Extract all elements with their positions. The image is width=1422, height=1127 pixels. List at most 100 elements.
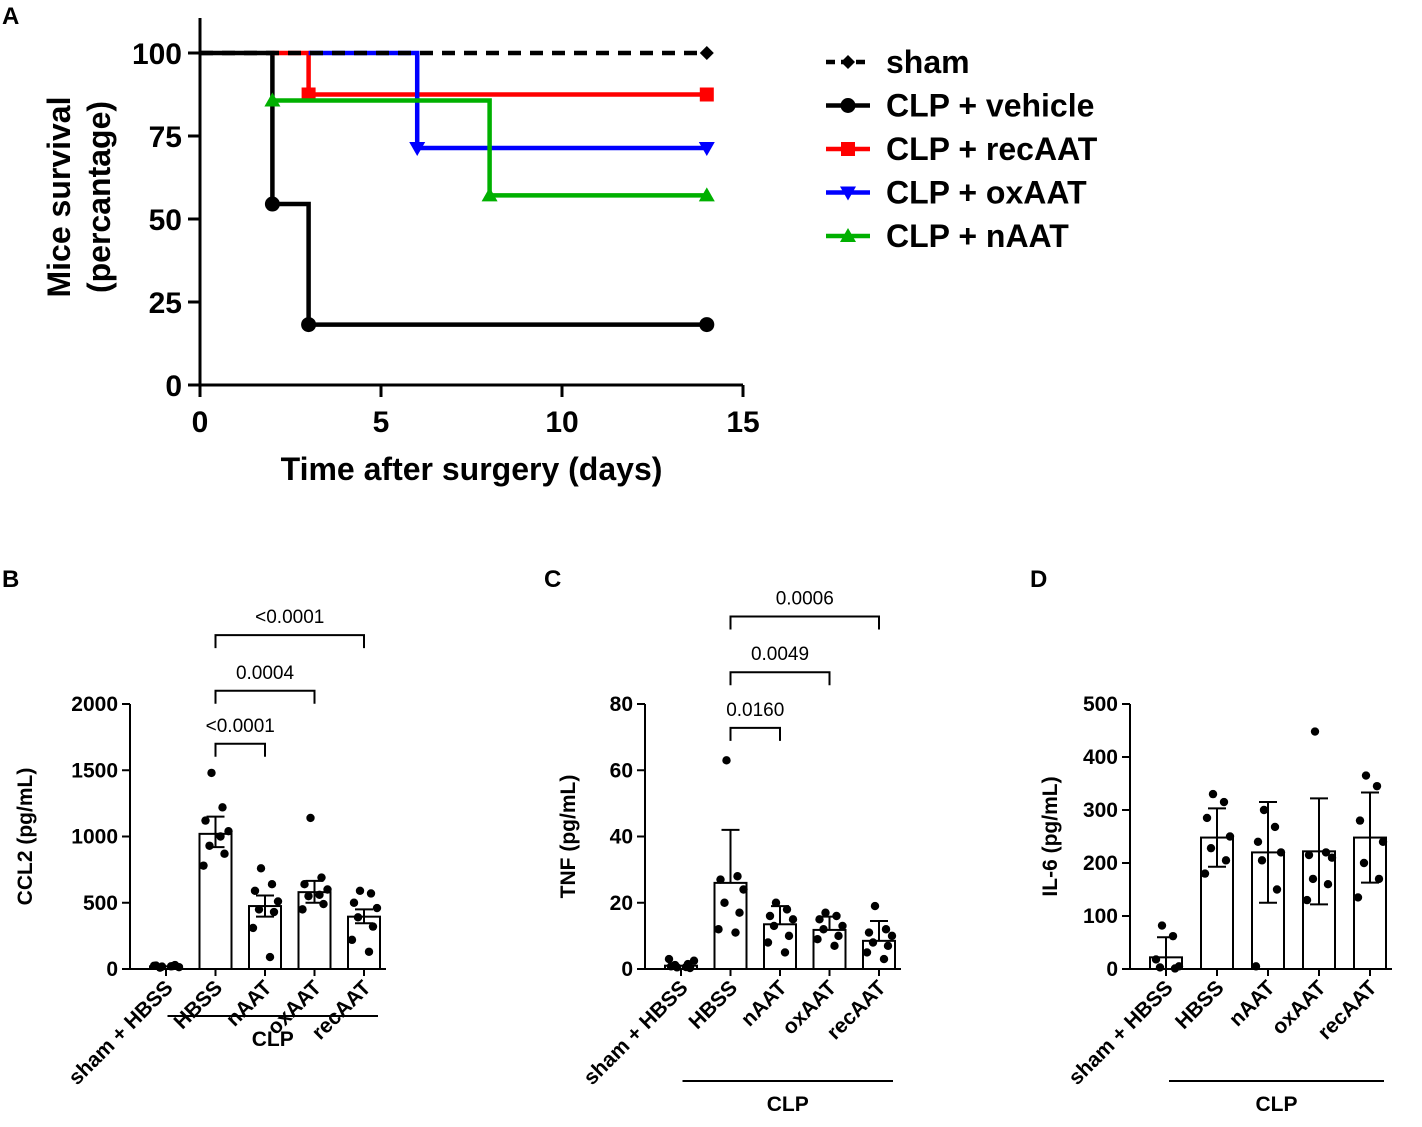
data-point-hbss xyxy=(1208,789,1218,799)
series-line-clp-vehicle xyxy=(200,50,707,327)
data-point-recaat xyxy=(879,954,889,964)
data-point-hbss xyxy=(720,898,729,907)
data-point-oxaat xyxy=(317,873,326,882)
panel-letter-c: C xyxy=(544,566,561,593)
data-point-recaat xyxy=(347,935,357,945)
series-line-clp-recaat xyxy=(272,50,707,97)
y-tick-label: 80 xyxy=(610,693,633,716)
data-point-recaat xyxy=(1372,781,1382,791)
data-point-recaat xyxy=(1353,893,1363,902)
y-tick-label: 0 xyxy=(621,958,633,981)
data-point-naat xyxy=(1253,837,1263,846)
data-point-hbss xyxy=(1200,869,1210,878)
panel-letter-d: D xyxy=(1030,566,1047,593)
data-point-sham-hbss xyxy=(1157,921,1167,930)
y-tick-label: 300 xyxy=(1083,799,1118,822)
data-point-hbss xyxy=(1221,856,1231,865)
x-tick-label: 10 xyxy=(545,406,578,439)
data-point-recaat xyxy=(1355,816,1365,825)
y-tick-label: 400 xyxy=(1083,746,1118,769)
data-point-recaat xyxy=(366,889,376,898)
x-tick-label: 5 xyxy=(373,406,390,439)
data-point-hbss xyxy=(1219,797,1229,807)
data-point-hbss xyxy=(216,832,225,841)
series-marker-clp-recaat xyxy=(301,87,316,102)
data-point-oxaat xyxy=(315,890,324,899)
data-point-sham-hbss xyxy=(166,962,176,971)
data-point-naat xyxy=(1276,848,1286,857)
data-point-recaat xyxy=(881,925,891,934)
data-point-hbss xyxy=(201,816,210,825)
data-point-oxaat xyxy=(323,885,332,894)
y-tick-label: 2000 xyxy=(71,693,118,716)
data-point-naat xyxy=(248,923,258,933)
category-label-sham-hbss: sham + HBSS xyxy=(64,976,177,1089)
data-point-sham-hbss xyxy=(149,961,159,971)
data-point-oxaat xyxy=(1321,848,1331,857)
data-point-oxaat xyxy=(813,934,822,944)
data-point-hbss xyxy=(735,908,744,917)
panel-letter-a: A xyxy=(2,3,19,30)
y-axis-title: CCL2 (pg/mL) xyxy=(14,768,37,906)
y-axis-title-line2: (percantage) xyxy=(81,101,117,293)
data-point-recaat xyxy=(864,928,874,937)
data-point-naat xyxy=(784,931,794,941)
series-marker-clp-vehicle xyxy=(264,196,280,212)
data-point-oxaat xyxy=(838,921,847,931)
y-axis-title: TNF (pg/mL) xyxy=(557,775,580,899)
data-point-naat xyxy=(769,921,779,931)
series-marker-clp-naat xyxy=(481,187,498,202)
data-point-oxaat xyxy=(815,915,824,924)
data-point-naat xyxy=(1272,885,1282,894)
category-label-hbss: HBSS xyxy=(685,976,743,1034)
comparison-bracket xyxy=(729,726,781,741)
data-point-naat xyxy=(765,911,775,921)
p-value-label: 0.0006 xyxy=(776,589,834,610)
data-point-hbss xyxy=(207,768,216,778)
data-point-oxaat xyxy=(830,941,839,951)
y-axis-title: IL-6 (pg/mL) xyxy=(1039,776,1062,896)
legend-label-clp-recaat: CLP + recAAT xyxy=(886,131,1098,167)
data-point-naat xyxy=(782,905,792,914)
y-tick-label: 1500 xyxy=(71,759,118,782)
data-point-hbss xyxy=(1202,813,1212,823)
data-point-sham-hbss xyxy=(1170,964,1180,973)
legend-label-clp-naat: CLP + nAAT xyxy=(886,218,1069,254)
y-tick-label: 1000 xyxy=(71,826,118,849)
data-point-naat xyxy=(788,915,798,924)
data-point-hbss xyxy=(224,827,233,836)
data-point-hbss xyxy=(220,849,229,858)
series-marker-clp-vehicle xyxy=(301,317,317,333)
data-point-oxaat xyxy=(1323,880,1333,889)
series-marker-clp-naat xyxy=(264,92,281,107)
data-point-hbss xyxy=(199,861,208,870)
legend-label-clp-oxaat: CLP + oxAAT xyxy=(886,175,1087,211)
data-point-sham-hbss xyxy=(670,960,680,970)
data-point-naat xyxy=(254,905,264,914)
data-point-hbss xyxy=(1225,832,1235,841)
data-point-recaat xyxy=(353,913,363,922)
panel-letter-b: B xyxy=(2,566,19,593)
legend-marker-clp-recaat xyxy=(841,142,855,156)
y-tick-label: 0 xyxy=(106,958,118,981)
data-point-hbss xyxy=(714,925,723,934)
series-marker-sham xyxy=(699,46,714,60)
y-tick-label: 25 xyxy=(149,287,182,320)
y-tick-label: 100 xyxy=(132,38,182,71)
data-point-oxaat xyxy=(1327,853,1337,862)
ccl2-bar-chart: 0 500 1000 1500 2000 CCL2 (pg/mL) sham + HBSSH… xyxy=(14,607,386,1090)
comparison-bracket xyxy=(729,671,831,686)
legend-label-clp-vehicle: CLP + vehicle xyxy=(886,88,1094,124)
data-point-hbss xyxy=(733,872,742,881)
category-label-hbss: HBSS xyxy=(1171,976,1229,1034)
p-value-label: <0.0001 xyxy=(255,607,324,628)
data-point-naat xyxy=(780,948,790,957)
data-point-hbss xyxy=(731,928,740,937)
data-point-naat xyxy=(771,898,781,907)
data-point-recaat xyxy=(1359,858,1369,868)
data-point-naat xyxy=(1257,856,1267,865)
data-point-hbss xyxy=(205,841,214,850)
y-tick-label: 100 xyxy=(1083,905,1118,928)
